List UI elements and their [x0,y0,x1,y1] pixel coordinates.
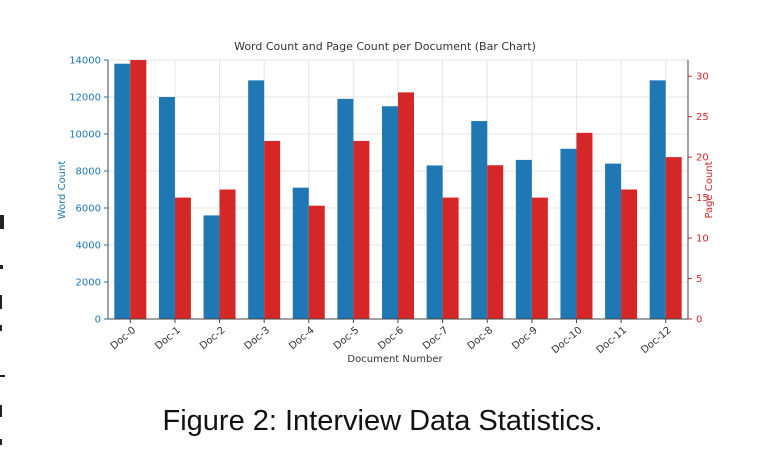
page-edge-marks [0,215,6,445]
tick-label-right: 20 [696,153,709,164]
tick-label-left: 2000 [76,278,101,289]
bar-word-count [203,215,220,319]
bar-word-count [382,106,398,319]
tick-label-left: 6000 [76,204,101,215]
tick-label-x: Doc-0 [109,325,139,352]
bar-page-count [621,189,638,319]
tick-label-right: 0 [696,315,702,326]
tick-label-left: 10000 [69,130,101,141]
tick-label-x: Doc-10 [550,325,584,356]
bar-page-count [308,205,325,319]
tick-label-x: Doc-7 [421,325,451,352]
tick-label-x: Doc-2 [198,325,228,352]
bar-word-count [158,97,175,319]
bar-word-count [471,121,488,319]
tick-label-x: Doc-8 [466,325,496,352]
tick-label-right: 5 [696,274,702,285]
tick-label-left: 0 [95,315,101,326]
bar-page-count [130,60,147,319]
bar-word-count [248,80,265,319]
tick-label-x: Doc-4 [287,325,317,352]
bars [114,60,682,320]
y-axis-label-left: Word Count [57,161,68,220]
bar-word-count [292,187,309,319]
bar-word-count [605,163,622,319]
tick-label-left: 4000 [76,241,101,252]
tick-label-left: 8000 [76,167,101,178]
tick-label-left: 12000 [69,93,101,104]
tick-label-right: 10 [696,234,709,245]
tick-label-x: Doc-3 [243,325,273,352]
bar-word-count [114,63,131,320]
bar-word-count [337,98,354,319]
bar-page-count [665,157,682,319]
bar-page-count [576,132,593,319]
bar-word-count [515,159,532,319]
bar-page-count [398,92,414,319]
bar-chart: 0 2000 4000 6000 8000 10000 12000 14000 0 5 10 15 20… [57,40,715,365]
bar-page-count [219,189,236,319]
bar-page-count [264,140,281,319]
bar-page-count [442,197,459,319]
tick-label-right: 15 [696,193,709,204]
tick-label-left: 14000 [69,56,101,67]
tick-label-x: Doc-6 [376,325,406,352]
x-axis-label: Document Number [347,354,443,365]
tick-label-right: 25 [696,112,709,123]
bar-page-count [174,197,191,319]
figure-caption: Figure 2: Interview Data Statistics. [162,405,603,437]
bar-word-count [560,148,577,319]
tick-label-x: Doc-11 [595,325,629,356]
tick-label-x: Doc-5 [332,325,362,352]
tick-label-right: 30 [696,72,709,83]
tick-label-x: Doc-9 [510,325,540,352]
bar-word-count [426,165,443,319]
bar-page-count [487,165,504,319]
bar-page-count [531,197,548,319]
chart-title: Word Count and Page Count per Document (… [234,40,536,53]
tick-label-x: Doc-12 [639,325,673,356]
bar-page-count [353,140,370,319]
y-axis-label-right: Page Count [704,161,715,218]
bar-word-count [649,80,666,319]
tick-label-x: Doc-1 [153,325,183,352]
